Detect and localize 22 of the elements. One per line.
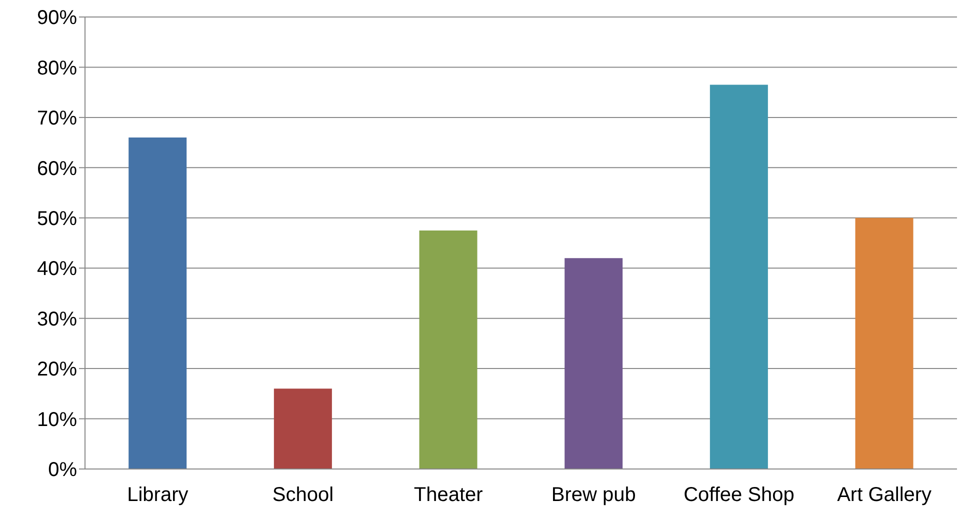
y-tick-label: 0%: [48, 459, 78, 482]
y-tick-label: 50%: [36, 208, 78, 230]
y-tick-label: 30%: [36, 308, 78, 330]
y-tick-label: 60%: [36, 158, 78, 180]
bar: [564, 258, 623, 469]
x-tick-label: Theater: [414, 484, 484, 506]
x-tick-label: Brew pub: [551, 484, 636, 506]
bar: [855, 218, 914, 469]
y-tick-label: 10%: [36, 408, 78, 431]
bar: [710, 84, 768, 469]
bar: [274, 388, 332, 469]
y-tick-label: 70%: [36, 108, 78, 130]
y-tick-label: 40%: [36, 258, 78, 280]
y-tick-label: 90%: [36, 7, 78, 30]
y-tick-label: 80%: [36, 57, 78, 80]
bar: [419, 230, 478, 469]
x-tick-label: Art Gallery: [837, 484, 932, 506]
y-tick-label: 20%: [36, 358, 78, 381]
bar: [128, 138, 187, 469]
x-tick-label: Library: [127, 484, 188, 506]
x-tick-label: Coffee Shop: [684, 484, 794, 506]
x-tick-label: School: [272, 484, 334, 506]
